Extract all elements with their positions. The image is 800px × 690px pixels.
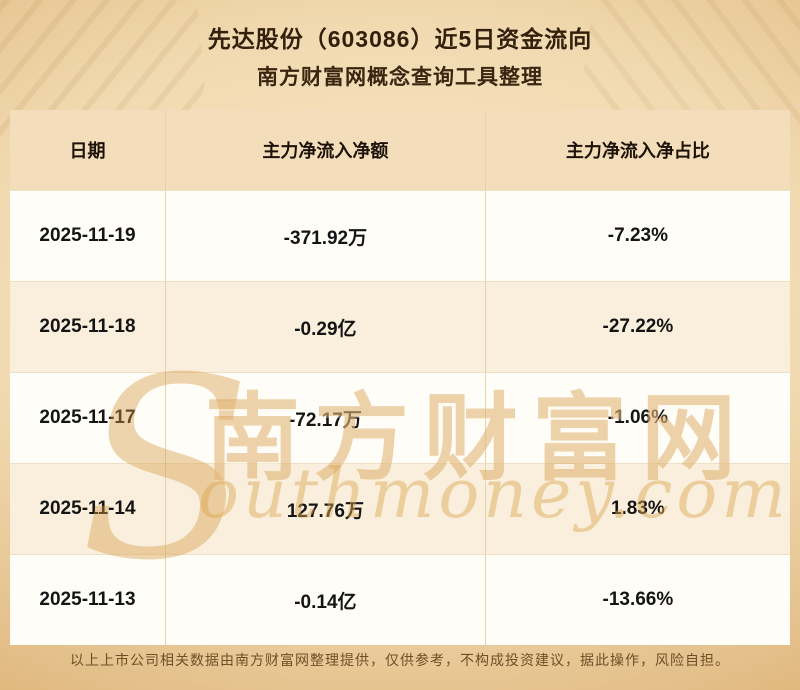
table-header-row: 日期 主力净流入净额 主力净流入净占比 [10, 110, 790, 190]
cell-net-inflow-ratio: -27.22% [485, 281, 790, 372]
title-block: 先达股份（603086）近5日资金流向 南方财富网概念查询工具整理 [0, 22, 800, 91]
cell-net-inflow: -0.14亿 [166, 554, 486, 645]
cell-net-inflow: -72.17万 [166, 372, 486, 463]
cell-date: 2025-11-18 [10, 281, 166, 372]
cell-net-inflow: -0.29亿 [166, 281, 486, 372]
cell-net-inflow-ratio: -7.23% [485, 190, 790, 281]
cell-date: 2025-11-17 [10, 372, 166, 463]
cell-date: 2025-11-14 [10, 463, 166, 554]
cell-net-inflow: -371.92万 [166, 190, 486, 281]
col-header-date: 日期 [10, 110, 166, 190]
table-row: 2025-11-14 127.76万 1.83% [10, 463, 790, 554]
col-header-net-inflow: 主力净流入净额 [166, 110, 486, 190]
fund-flow-table: 日期 主力净流入净额 主力净流入净占比 2025-11-19 -371.92万 … [10, 110, 790, 645]
cell-net-inflow-ratio: 1.83% [485, 463, 790, 554]
cell-date: 2025-11-19 [10, 190, 166, 281]
cell-net-inflow: 127.76万 [166, 463, 486, 554]
col-header-net-inflow-ratio: 主力净流入净占比 [565, 141, 710, 161]
table-row: 2025-11-19 -371.92万 -7.23% [10, 190, 790, 281]
cell-net-inflow-ratio: -1.06% [485, 372, 790, 463]
page-subtitle: 南方财富网概念查询工具整理 [257, 65, 543, 89]
page-title: 先达股份（603086）近5日资金流向 [207, 26, 593, 52]
cell-net-inflow-ratio: -13.66% [485, 554, 790, 645]
table-row: 2025-11-17 -72.17万 -1.06% [10, 372, 790, 463]
disclaimer-text: 以上上市公司相关数据由南方财富网整理提供，仅供参考，不构成投资建议，据此操作，风… [70, 652, 730, 668]
cell-date: 2025-11-13 [10, 554, 166, 645]
table-row: 2025-11-13 -0.14亿 -13.66% [10, 554, 790, 645]
table-row: 2025-11-18 -0.29亿 -27.22% [10, 281, 790, 372]
